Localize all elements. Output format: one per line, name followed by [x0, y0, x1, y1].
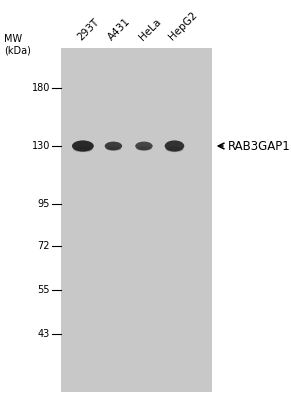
- Text: MW
(kDa): MW (kDa): [4, 34, 31, 56]
- Text: RAB3GAP1: RAB3GAP1: [228, 140, 291, 152]
- Ellipse shape: [106, 146, 121, 151]
- Text: 43: 43: [38, 329, 50, 339]
- Ellipse shape: [165, 140, 184, 152]
- Text: HeLa: HeLa: [137, 16, 162, 42]
- Text: HepG2: HepG2: [167, 10, 200, 42]
- Bar: [61, 48, 212, 392]
- Text: 72: 72: [38, 241, 50, 251]
- Text: 180: 180: [32, 83, 50, 93]
- Text: 55: 55: [38, 285, 50, 295]
- Ellipse shape: [72, 140, 94, 152]
- Text: 130: 130: [32, 141, 50, 151]
- Ellipse shape: [73, 146, 93, 152]
- Text: 95: 95: [38, 199, 50, 209]
- Ellipse shape: [135, 142, 153, 150]
- Text: A431: A431: [106, 16, 132, 42]
- Ellipse shape: [136, 146, 152, 151]
- Text: 293T: 293T: [76, 16, 101, 42]
- Ellipse shape: [105, 142, 122, 150]
- Ellipse shape: [166, 146, 183, 152]
